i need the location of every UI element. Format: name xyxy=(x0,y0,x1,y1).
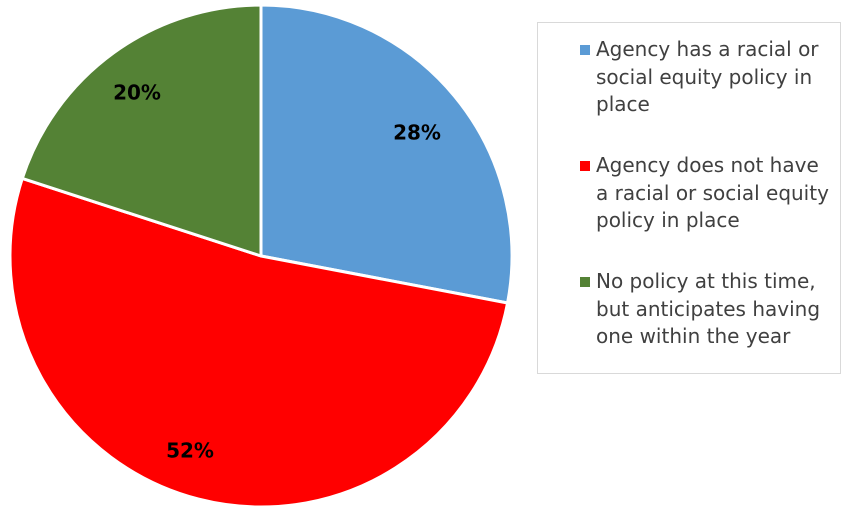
legend-label: Agency does not have a racial or social … xyxy=(596,153,829,232)
legend-swatch-red xyxy=(580,161,590,171)
pie-data-labels: 28% 52% 20% xyxy=(113,81,441,463)
pie-slices xyxy=(8,3,514,506)
data-label-no-policy: 52% xyxy=(166,439,214,463)
pie-slice-anticipates-policy xyxy=(20,3,263,258)
data-label-policy-in-place: 28% xyxy=(393,121,441,145)
pie-slice-no-policy xyxy=(8,176,510,506)
legend-item-no-policy: Agency does not have a racial or social … xyxy=(538,152,840,242)
pie-chart: 28% 52% 20% xyxy=(8,3,514,506)
data-label-anticipates-policy: 20% xyxy=(113,81,161,105)
pie-slice-policy-in-place xyxy=(259,3,514,305)
legend-item-policy-in-place: Agency has a racial or social equity pol… xyxy=(538,36,840,126)
legend-label: Agency has a racial or social equity pol… xyxy=(596,37,819,116)
legend-label: No policy at this time, but anticipates … xyxy=(596,269,821,348)
legend-item-anticipates-policy: No policy at this time, but anticipates … xyxy=(538,268,840,358)
legend-swatch-blue xyxy=(580,45,590,55)
legend-swatch-green xyxy=(580,277,590,287)
legend: Agency has a racial or social equity pol… xyxy=(537,22,841,374)
